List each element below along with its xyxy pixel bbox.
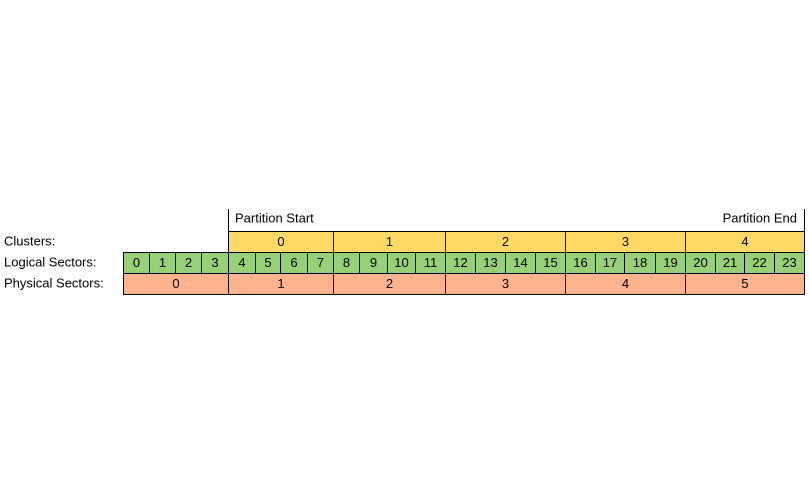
row-label: Physical Sectors: (4, 275, 104, 290)
logical-sector-cell-label: 8 (343, 255, 350, 270)
logical-sector-cell-label: 16 (573, 255, 587, 270)
logical-sector-cell-label: 5 (264, 255, 271, 270)
logical-sector-cell-label: 11 (424, 255, 438, 270)
logical-sector-cell-label: 7 (317, 255, 324, 270)
physical-sector-cell-label: 4 (622, 276, 629, 291)
logical-sector-cell-label: 19 (663, 255, 677, 270)
logical-sector-cell-label: 9 (370, 255, 377, 270)
logical-sector-cell-label: 15 (543, 255, 557, 270)
cluster-cell-label: 4 (741, 234, 748, 249)
logical-sector-cell-label: 1 (159, 255, 166, 270)
logical-sector-cell-label: 12 (453, 255, 467, 270)
partition-start: Partition Start (235, 210, 314, 225)
logical-sector-cell-label: 22 (752, 255, 766, 270)
physical-sector-cell (685, 273, 805, 295)
logical-sector-cell-label: 17 (603, 255, 617, 270)
cluster-cell-label: 3 (622, 234, 629, 249)
physical-sector-cell-label: 5 (741, 276, 748, 291)
logical-sector-cell-label: 13 (483, 255, 497, 270)
logical-sector-cell-label: 18 (633, 255, 647, 270)
logical-sector-cell-label: 14 (513, 255, 527, 270)
logical-sector-cell-label: 23 (782, 255, 796, 270)
row-label: Logical Sectors: (4, 254, 97, 269)
logical-sector-cell-label: 4 (238, 255, 245, 270)
physical-sector-cell-label: 1 (277, 276, 284, 291)
cluster-cell-label: 0 (277, 234, 284, 249)
row-label: Clusters: (4, 233, 55, 248)
partition-end: Partition End (723, 210, 797, 225)
physical-sector-cell-label: 3 (502, 276, 509, 291)
cluster-cell-label: 1 (386, 234, 393, 249)
physical-sector-cell-label: 0 (172, 276, 179, 291)
logical-sector-cell-label: 2 (185, 255, 192, 270)
logical-sector-cell-label: 21 (723, 255, 737, 270)
cluster-cell-label: 2 (502, 234, 509, 249)
logical-sector-cell-label: 0 (133, 255, 140, 270)
logical-sector-cell-label: 10 (394, 255, 408, 270)
logical-sector-cell-label: 3 (211, 255, 218, 270)
physical-sector-cell-label: 2 (386, 276, 393, 291)
logical-sector-cell-label: 6 (290, 255, 297, 270)
logical-sector-cell-label: 20 (693, 255, 707, 270)
